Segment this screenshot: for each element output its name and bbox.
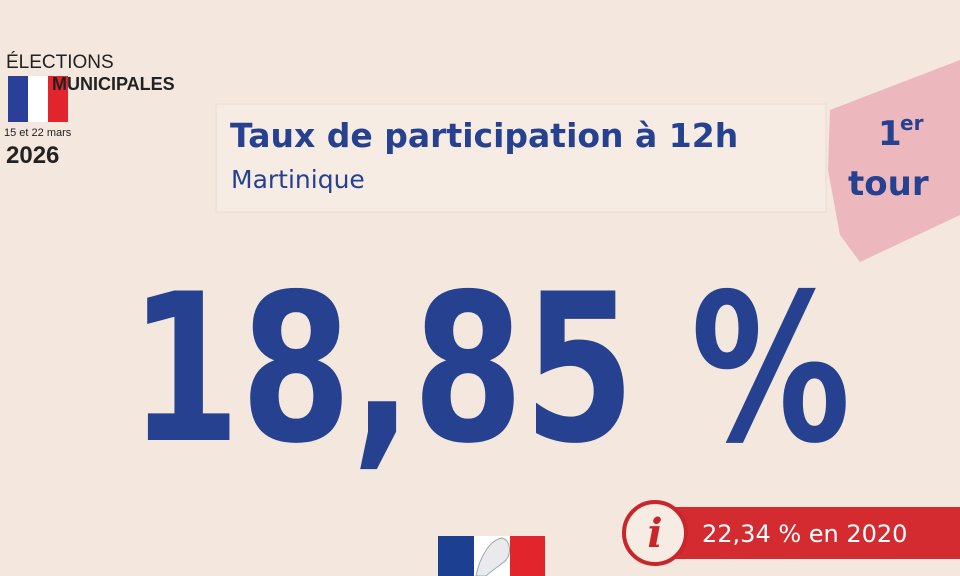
- marianne-red: [510, 536, 545, 576]
- flag-red: [48, 76, 68, 122]
- comparison-text: 22,34 % en 2020: [702, 520, 907, 548]
- marianne-blue: [438, 536, 474, 576]
- header-box: [215, 103, 827, 213]
- info-icon: i: [647, 510, 662, 557]
- info-circle: [622, 500, 688, 566]
- logo-line1: ÉLECTIONS: [6, 52, 114, 73]
- marianne-logo: [438, 536, 545, 576]
- flag-blue: [8, 76, 28, 122]
- flag-white: [28, 76, 48, 122]
- round-number: 1: [878, 114, 902, 154]
- logo-year: 2026: [6, 142, 59, 169]
- flag-logo: [8, 76, 68, 122]
- round-suffix: er: [900, 111, 924, 135]
- marianne-profile: [475, 537, 510, 576]
- logo-dates: 15 et 22 mars: [4, 127, 72, 139]
- logo-line2: MUNICIPALES: [52, 74, 175, 94]
- round-ribbon: [828, 60, 960, 262]
- round-word: tour: [848, 164, 929, 204]
- comparison-banner: [650, 507, 960, 559]
- main-figure: 18,85 %: [129, 250, 851, 489]
- title: Taux de participation à 12h: [230, 116, 738, 155]
- subtitle: Martinique: [231, 165, 365, 194]
